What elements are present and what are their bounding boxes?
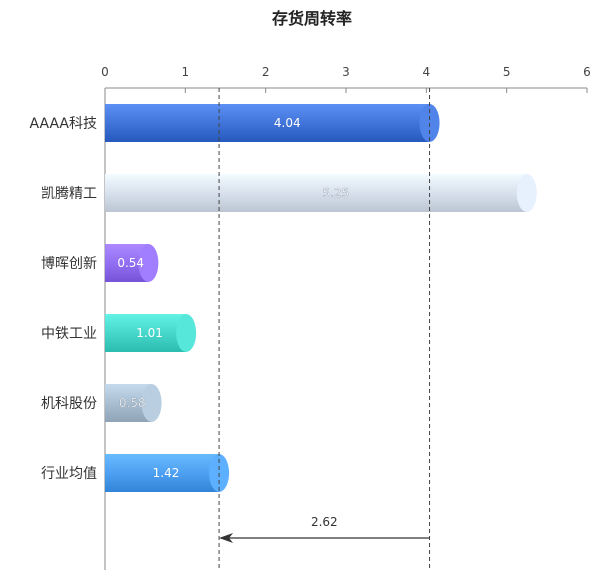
difference-arrow-head: [219, 533, 234, 543]
bar-value-label: 0.54: [117, 256, 144, 270]
category-label: 行业均值: [41, 466, 97, 482]
bar-4: 1.01: [105, 314, 197, 352]
bar-value-label: 5.25: [323, 186, 350, 200]
x-tick-label: 5: [503, 65, 511, 79]
bar-cap: [516, 174, 537, 212]
bar-1: 4.04: [105, 104, 440, 142]
difference-annotation: 2.62: [218, 88, 431, 570]
bar-2: 5.25: [105, 174, 537, 212]
bar-value-label: 4.04: [274, 116, 301, 130]
bar-cap: [176, 314, 197, 352]
category-label: AAAA科技: [30, 116, 97, 132]
bar-value-label: 1.42: [153, 466, 180, 480]
x-tick-label: 6: [583, 65, 591, 79]
x-tick-label: 3: [342, 65, 350, 79]
bar-cap: [141, 384, 162, 422]
bar-body: [105, 174, 527, 212]
bar-3: 0.54: [105, 244, 159, 282]
bar-series: 4.04 5.25 0.54 1.01 0.58 1.42: [105, 104, 537, 492]
chart-title: 存货周转率: [272, 9, 352, 28]
category-label: 博晖创新: [41, 255, 97, 272]
bar-6: 1.42: [105, 454, 230, 492]
x-tick-label: 4: [423, 65, 431, 79]
category-label: 凯腾精工: [41, 185, 97, 202]
bar-value-label: 1.01: [136, 326, 163, 340]
category-label: 机科股份: [41, 396, 97, 412]
x-tick-label: 0: [101, 65, 109, 79]
bar-body: [105, 104, 430, 142]
category-label: 中铁工业: [41, 326, 97, 342]
x-tick-label: 2: [262, 65, 270, 79]
bar-body: [105, 314, 187, 352]
x-tick-label: 1: [182, 65, 190, 79]
bar-5: 0.58: [105, 384, 162, 422]
bar-value-label: 0.58: [119, 396, 146, 410]
difference-label: 2.62: [311, 515, 338, 529]
bar-body: [105, 454, 220, 492]
bar-cap: [138, 244, 159, 282]
